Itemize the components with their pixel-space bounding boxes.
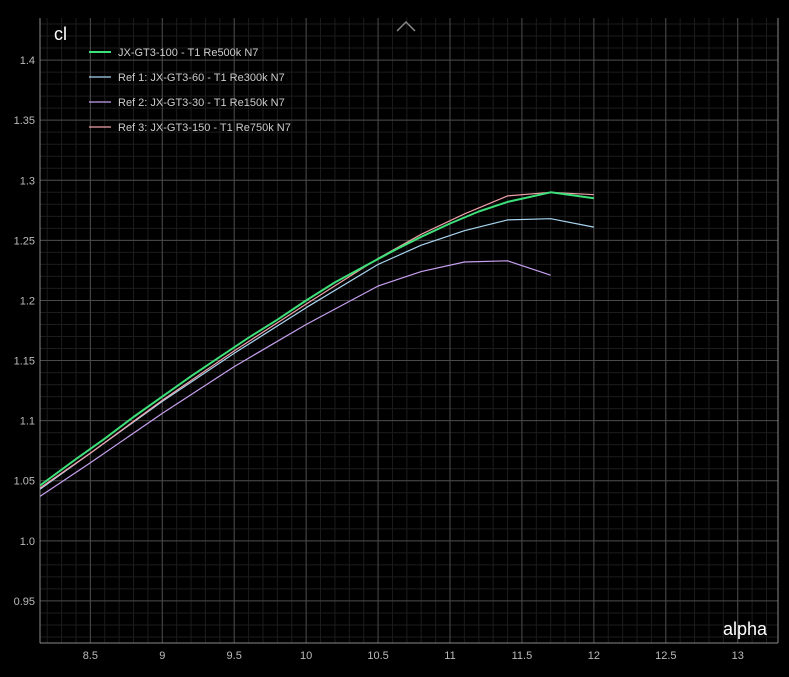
y-tick-label: 1.05	[14, 476, 35, 488]
collapse-chevron-icon[interactable]	[396, 20, 416, 32]
series-line-0[interactable]	[39, 191, 595, 487]
y-tick-label: 1.1	[20, 416, 35, 428]
y-tick-label: 1.35	[14, 115, 35, 127]
legend-label-1[interactable]: Ref 1: JX-GT3-60 - T1 Re300k N7	[118, 72, 285, 84]
series-line-1[interactable]	[39, 218, 595, 490]
legend-label-3[interactable]: Ref 3: JX-GT3-150 - T1 Re750k N7	[118, 122, 291, 134]
legend-label-2[interactable]: Ref 2: JX-GT3-30 - T1 Re150k N7	[118, 97, 285, 109]
y-tick-label: 1.25	[14, 235, 35, 247]
y-tick-label: 0.95	[14, 596, 35, 608]
x-tick-label: 8.5	[83, 650, 98, 662]
x-tick-label: 9.5	[227, 650, 242, 662]
x-tick-label: 10.5	[367, 650, 388, 662]
y-axis-label: cl	[54, 24, 67, 44]
x-axis-label: alpha	[723, 619, 768, 639]
y-tick-label: 1.15	[14, 356, 35, 368]
x-tick-label: 13	[732, 650, 744, 662]
legend-label-0[interactable]: JX-GT3-100 - T1 Re500k N7	[118, 47, 258, 59]
y-tick-label: 1.2	[20, 295, 35, 307]
x-tick-label: 11.5	[512, 650, 533, 662]
x-tick-label: 10	[300, 650, 312, 662]
y-tick-label: 1.0	[20, 536, 35, 548]
y-tick-label: 1.3	[20, 175, 35, 187]
x-tick-label: 12.5	[655, 650, 676, 662]
series-line-2[interactable]	[39, 260, 551, 497]
x-tick-label: 11	[444, 650, 455, 662]
x-tick-label: 9	[159, 650, 165, 662]
x-tick-label: 12	[588, 650, 600, 662]
y-tick-label: 1.4	[20, 55, 35, 67]
